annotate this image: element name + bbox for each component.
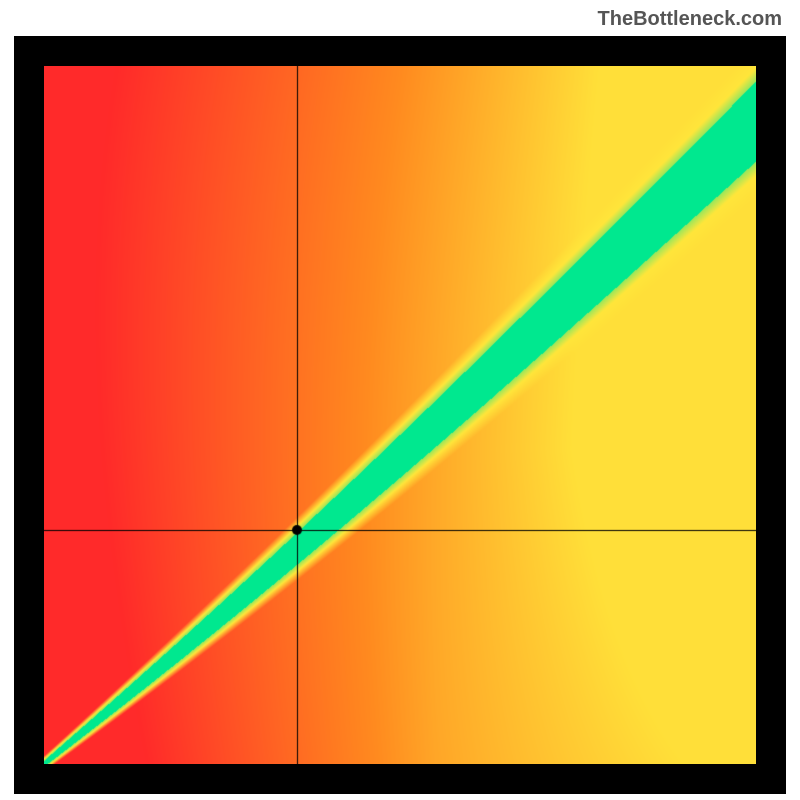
watermark-text: TheBottleneck.com [598, 8, 782, 31]
bottleneck-heatmap [44, 66, 756, 764]
